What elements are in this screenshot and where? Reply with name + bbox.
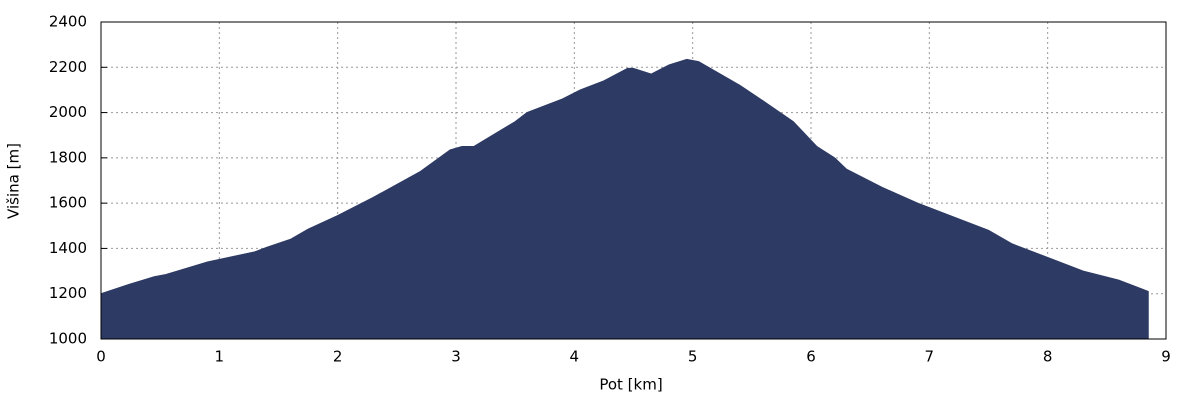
x-tick-label: 6 (806, 348, 816, 366)
x-tick-label: 8 (1043, 348, 1053, 366)
x-tick-label: 2 (333, 348, 343, 366)
y-axis-label: Višina [m] (5, 143, 23, 219)
x-tick-label: 5 (688, 348, 698, 366)
y-tick-label: 1800 (49, 148, 87, 166)
y-tick-label: 1600 (49, 194, 87, 212)
elevation-area (100, 58, 1149, 340)
y-tick-label: 2200 (49, 58, 87, 76)
x-tick-label: 4 (570, 348, 580, 366)
y-tick-label: 1000 (49, 330, 87, 348)
y-tick-label: 2000 (49, 103, 87, 121)
y-tick-label: 1200 (49, 284, 87, 302)
plot-frame (100, 21, 1167, 340)
x-tick-label: 9 (1161, 348, 1171, 366)
y-tick-label: 1400 (49, 239, 87, 257)
x-tick-label: 0 (96, 348, 106, 366)
x-tick-label: 7 (925, 348, 935, 366)
x-tick-label: 3 (451, 348, 461, 366)
x-tick-label: 1 (215, 348, 225, 366)
x-axis-label: Pot [km] (599, 376, 662, 394)
y-tick-label: 2400 (49, 13, 87, 31)
